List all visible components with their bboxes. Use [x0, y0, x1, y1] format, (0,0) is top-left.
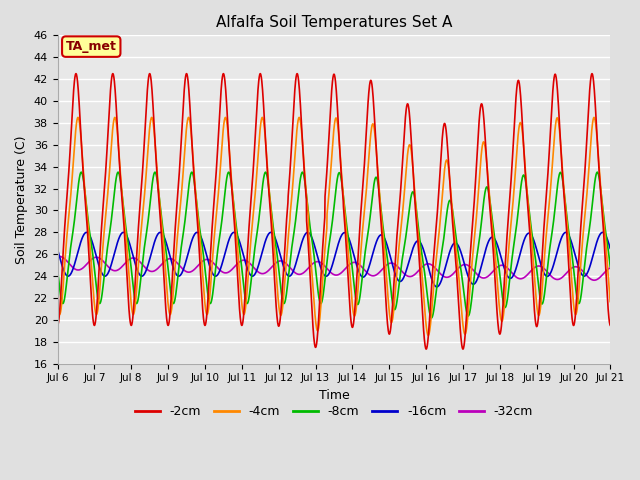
Text: TA_met: TA_met [66, 40, 116, 53]
Y-axis label: Soil Temperature (C): Soil Temperature (C) [15, 135, 28, 264]
Title: Alfalfa Soil Temperatures Set A: Alfalfa Soil Temperatures Set A [216, 15, 452, 30]
Legend: -2cm, -4cm, -8cm, -16cm, -32cm: -2cm, -4cm, -8cm, -16cm, -32cm [130, 400, 538, 423]
X-axis label: Time: Time [319, 389, 349, 402]
